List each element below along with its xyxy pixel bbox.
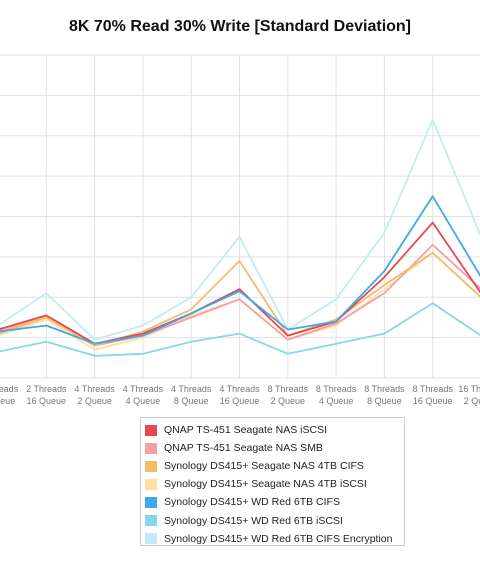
legend-swatch (145, 478, 157, 490)
legend-label: QNAP TS-451 Seagate NAS iSCSI (164, 424, 328, 437)
legend: QNAP TS-451 Seagate NAS iSCSI QNAP TS-451… (140, 417, 405, 546)
x-tick-label: 8 Threads (413, 384, 454, 394)
legend-label: Synology DS415+ WD Red 6TB CIFS Encrypti… (164, 532, 393, 545)
series-line (0, 251, 480, 347)
chart-title: 8K 70% Read 30% Write [Standard Deviatio… (68, 18, 412, 35)
series-line (0, 195, 480, 345)
series-line (0, 221, 480, 345)
x-tick-label: 2 Queue (77, 396, 112, 406)
x-tick-label: 4 Queue (126, 396, 161, 406)
series-line (0, 118, 480, 341)
legend-item[interactable]: Synology DS415+ WD Red 6TB CIFS Encrypti… (145, 530, 404, 548)
legend-label: Synology DS415+ WD Red 6TB iSCSI (164, 514, 343, 527)
x-tick-label: 4 Threads (123, 384, 164, 394)
x-tick-label: 8 Queue (0, 396, 15, 406)
x-tick-label: 2 Queue (271, 396, 306, 406)
x-tick-label: 8 Threads (268, 384, 309, 394)
x-tick-label: 4 Threads (171, 384, 212, 394)
legend-item[interactable]: QNAP TS-451 Seagate NAS iSCSI (145, 421, 404, 439)
legend-item[interactable]: Synology DS415+ Seagate NAS 4TB CIFS (145, 457, 404, 475)
legend-label: Synology DS415+ WD Red 6TB CIFS (164, 496, 340, 509)
x-tick-label: 4 Queue (319, 396, 354, 406)
legend-label: QNAP TS-451 Seagate NAS SMB (164, 442, 323, 455)
legend-swatch (145, 424, 157, 436)
x-tick-label: 8 Queue (367, 396, 402, 406)
x-tick-label: 16 Queue (220, 396, 260, 406)
legend-label: Synology DS415+ Seagate NAS 4TB CIFS (164, 460, 364, 473)
x-tick-label: 8 Queue (174, 396, 209, 406)
x-axis-ticks: 2 Threads 8 Queue 2 Threads 16 Queue 4 Threa… (0, 384, 480, 406)
x-tick-label: 2 Threads (0, 384, 19, 394)
x-tick-label: 16 Queue (27, 396, 67, 406)
x-tick-label: 2 Queue (464, 396, 480, 406)
legend-swatch (145, 515, 157, 527)
x-tick-label: 8 Threads (364, 384, 405, 394)
legend-swatch (145, 460, 157, 472)
legend-label: Synology DS415+ Seagate NAS 4TB iSCSI (164, 478, 367, 491)
x-tick-label: 16 Queue (413, 396, 453, 406)
x-tick-label: 16 Threads (458, 384, 480, 394)
legend-item[interactable]: Synology DS415+ Seagate NAS 4TB iSCSI (145, 475, 404, 493)
legend-swatch (145, 442, 157, 454)
x-tick-label: 2 Threads (26, 384, 67, 394)
x-tick-label: 8 Threads (316, 384, 357, 394)
x-tick-label: 4 Threads (219, 384, 260, 394)
legend-item[interactable]: Synology DS415+ WD Red 6TB iSCSI (145, 511, 404, 529)
legend-swatch (145, 533, 157, 545)
series-line (0, 302, 480, 357)
legend-item[interactable]: QNAP TS-451 Seagate NAS SMB (145, 439, 404, 457)
x-tick-label: 4 Threads (74, 384, 115, 394)
legend-swatch (145, 496, 157, 508)
legend-item[interactable]: Synology DS415+ WD Red 6TB CIFS (145, 493, 404, 511)
series-layer (0, 118, 480, 357)
